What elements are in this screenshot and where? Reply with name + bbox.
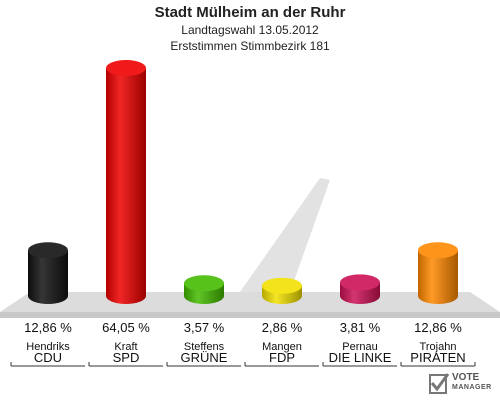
bar-body — [418, 250, 458, 304]
candidate-label: Pernau — [342, 341, 377, 353]
category-label: FDP — [269, 350, 295, 365]
bar-cap — [184, 275, 224, 292]
category-label: PIRATEN — [410, 350, 465, 365]
category-label: SPD — [113, 350, 140, 365]
candidate-label: Hendriks — [26, 341, 70, 353]
bar-piraten — [418, 242, 458, 304]
value-label: 2,86 % — [262, 320, 303, 335]
bar-body — [106, 68, 146, 304]
bar-cap — [418, 242, 458, 259]
bar-cap — [262, 277, 302, 294]
value-label: 64,05 % — [102, 320, 150, 335]
logo-line1: VOTE — [452, 372, 480, 383]
bar-die-linke — [340, 274, 380, 304]
candidate-label: Mangen — [262, 341, 302, 353]
bar-fdp — [262, 277, 302, 304]
bar-cap — [28, 242, 68, 259]
category-label: GRÜNE — [181, 350, 228, 365]
value-label: 3,81 % — [340, 320, 381, 335]
checkmark-icon — [429, 373, 450, 394]
chart-subtitle: Landtagswahl 13.05.2012 — [181, 23, 319, 37]
bar-cdu — [28, 242, 68, 304]
value-label: 3,57 % — [184, 320, 225, 335]
back-shadow — [240, 178, 330, 292]
chart-subtitle-2: Erststimmen Stimmbezirk 181 — [170, 39, 330, 53]
bar-spd — [106, 60, 146, 304]
bar-cap — [340, 274, 380, 291]
candidate-label: Trojahn — [420, 341, 457, 353]
logo-text: VOTE MANAGER — [452, 373, 492, 393]
category-label: CDU — [34, 350, 62, 365]
logo-line2: MANAGER — [452, 384, 492, 391]
bar-cap — [106, 60, 146, 76]
value-label: 12,86 % — [24, 320, 72, 335]
floor-front — [0, 312, 500, 318]
vote-manager-logo: VOTE MANAGER — [428, 370, 500, 400]
bars — [28, 60, 458, 304]
category-label: DIE LINKE — [329, 350, 392, 365]
bar-body — [28, 250, 68, 304]
candidate-label: Kraft — [114, 341, 137, 353]
candidate-label: Steffens — [184, 341, 225, 353]
bar-grüne — [184, 275, 224, 304]
value-label: 12,86 % — [414, 320, 462, 335]
chart-title: Stadt Mülheim an der Ruhr — [154, 4, 346, 21]
